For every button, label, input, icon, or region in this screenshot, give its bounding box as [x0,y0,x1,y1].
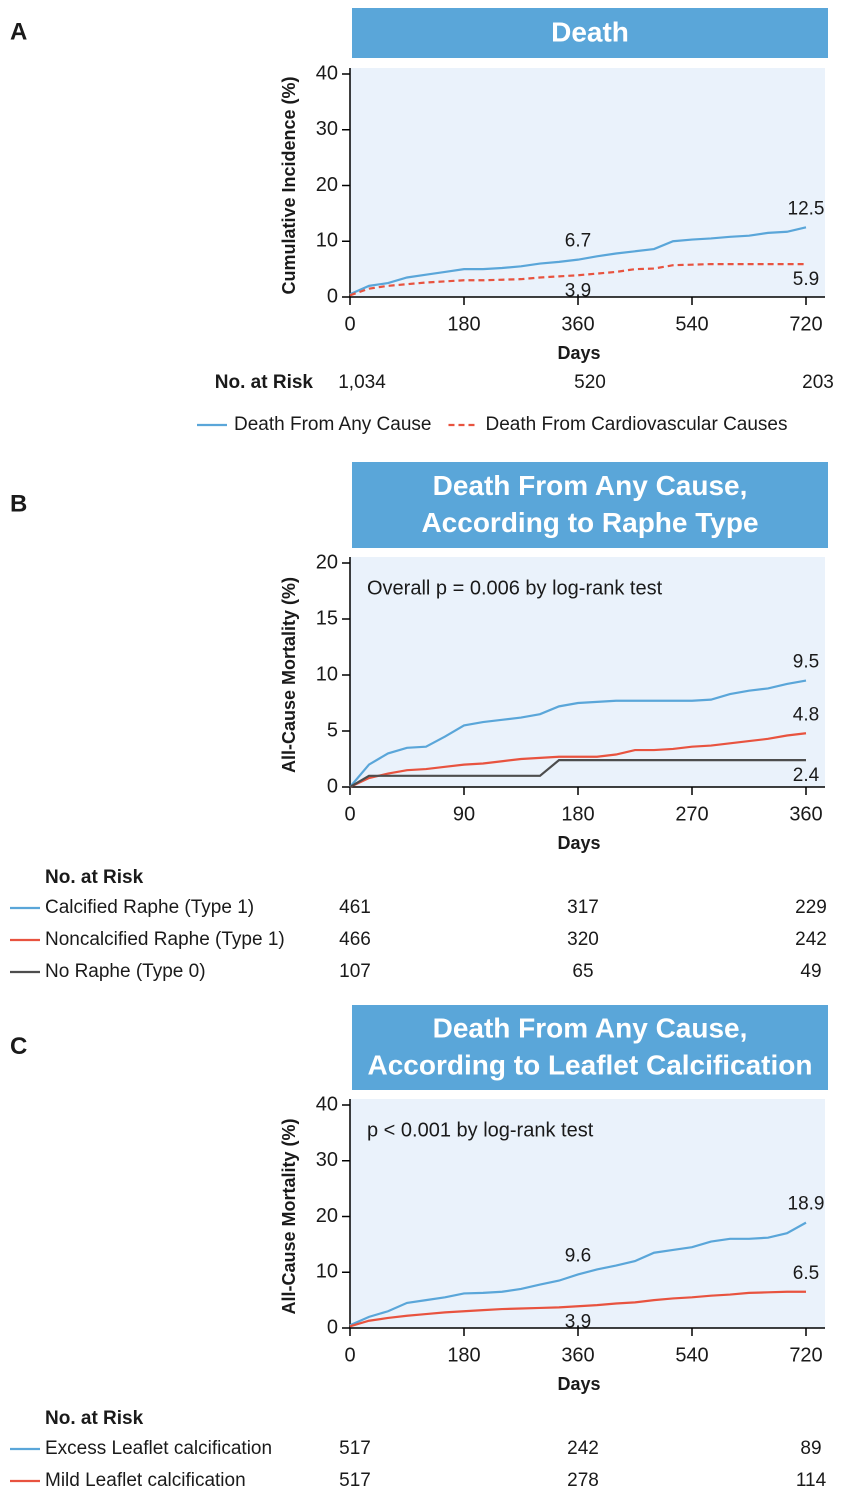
risk-value: 229 [795,897,827,918]
risk-label: No. at Risk [45,1408,144,1429]
panel-header [352,462,828,548]
risk-value: 89 [800,1438,821,1459]
risk-value: 203 [802,372,834,393]
risk-label: No. at Risk [215,372,314,393]
risk-value: 1,034 [338,372,386,393]
series-line [349,1290,806,1328]
risk-value: 520 [574,372,606,393]
x-tick-label: 270 [675,803,708,825]
panel-header [352,8,828,58]
data-label: 2.4 [793,765,820,786]
data-label: 18.9 [788,1194,825,1215]
x-tick-label: 180 [447,313,480,335]
x-axis-label: Days [557,1374,600,1394]
y-tick-label: 40 [316,62,338,84]
risk-label: No. at Risk [45,867,144,888]
data-label: 4.8 [793,704,819,725]
x-tick-label: 0 [344,313,355,335]
y-axis-label: All-Cause Mortality (%) [279,1118,299,1314]
data-label: 6.5 [793,1263,819,1284]
series-line [349,226,807,296]
data-label: 3.9 [565,280,591,301]
y-tick-label: 0 [327,285,338,307]
legend-label: Death From Any Cause [234,414,431,435]
risk-row-name: Mild Leaflet calcification [45,1470,246,1491]
series-line [349,759,806,788]
x-tick-label: 180 [561,803,594,825]
note: p < 0.001 by log-rank test [367,1119,594,1141]
x-tick-label: 360 [561,1344,594,1366]
data-label: 5.9 [793,269,819,290]
note: Overall p = 0.006 by log-rank test [367,577,663,599]
risk-value: 242 [567,1438,599,1459]
y-tick-label: 10 [316,1261,338,1283]
panel-title: Death From Any Cause, [433,1012,748,1043]
x-axis-label: Days [557,833,600,853]
y-tick-label: 0 [327,1316,338,1338]
panel-title: According to Raphe Type [421,507,758,538]
risk-value: 517 [339,1438,371,1459]
y-tick-label: 0 [327,775,338,797]
panel-letter: B [10,490,27,517]
x-axis-label: Days [557,343,600,363]
y-tick-label: 20 [316,1205,338,1227]
y-tick-label: 15 [316,607,338,629]
risk-row-name: Excess Leaflet calcification [45,1438,272,1459]
series-line [349,263,806,297]
x-tick-label: 180 [447,1344,480,1366]
risk-value: 278 [567,1470,599,1491]
x-tick-label: 360 [561,313,594,335]
risk-value: 320 [567,929,599,950]
data-label: 9.5 [793,652,819,673]
plot-area [350,1099,825,1328]
y-tick-label: 10 [316,663,338,685]
y-tick-label: 30 [316,1149,338,1171]
series-line [349,1221,807,1327]
panel-letter: C [10,1033,27,1060]
x-tick-label: 90 [453,803,475,825]
risk-value: 114 [796,1470,827,1491]
data-label: 12.5 [788,198,825,219]
y-tick-label: 10 [316,230,338,252]
data-label: 9.6 [565,1245,591,1266]
x-tick-label: 0 [344,803,355,825]
risk-row-name: Calcified Raphe (Type 1) [45,897,254,918]
x-tick-label: 0 [344,1344,355,1366]
x-tick-label: 540 [675,313,708,335]
data-label: 3.9 [565,1311,591,1332]
risk-value: 107 [339,961,371,982]
plot-area [350,557,825,787]
panel-title: According to Leaflet Calcification [368,1049,813,1080]
series-line [349,679,807,788]
y-tick-label: 5 [327,719,338,741]
legend-label: Death From Cardiovascular Causes [485,414,787,435]
y-axis-label: Cumulative Incidence (%) [279,76,299,294]
risk-row-name: No Raphe (Type 0) [45,961,206,982]
y-tick-label: 30 [316,118,338,140]
risk-value: 49 [800,961,821,982]
panel-title: Death From Any Cause, [433,470,748,501]
risk-value: 517 [339,1470,371,1491]
risk-value: 461 [339,897,371,918]
y-tick-label: 20 [316,174,338,196]
risk-row-name: Noncalcified Raphe (Type 1) [45,929,285,950]
risk-value: 65 [572,961,593,982]
panel-title: Death [551,16,629,47]
x-tick-label: 720 [789,313,822,335]
panel-header [352,1005,828,1090]
y-tick-label: 20 [316,551,338,573]
series-line [349,732,807,788]
y-tick-label: 40 [316,1093,338,1115]
x-tick-label: 360 [789,803,822,825]
data-label: 6.7 [565,231,591,252]
x-tick-label: 540 [675,1344,708,1366]
plot-area [350,68,825,297]
panel-letter: A [10,18,27,45]
risk-value: 242 [795,929,827,950]
x-tick-label: 720 [789,1344,822,1366]
y-axis-label: All-Cause Mortality (%) [279,577,299,773]
risk-value: 466 [339,929,371,950]
risk-value: 317 [567,897,599,918]
